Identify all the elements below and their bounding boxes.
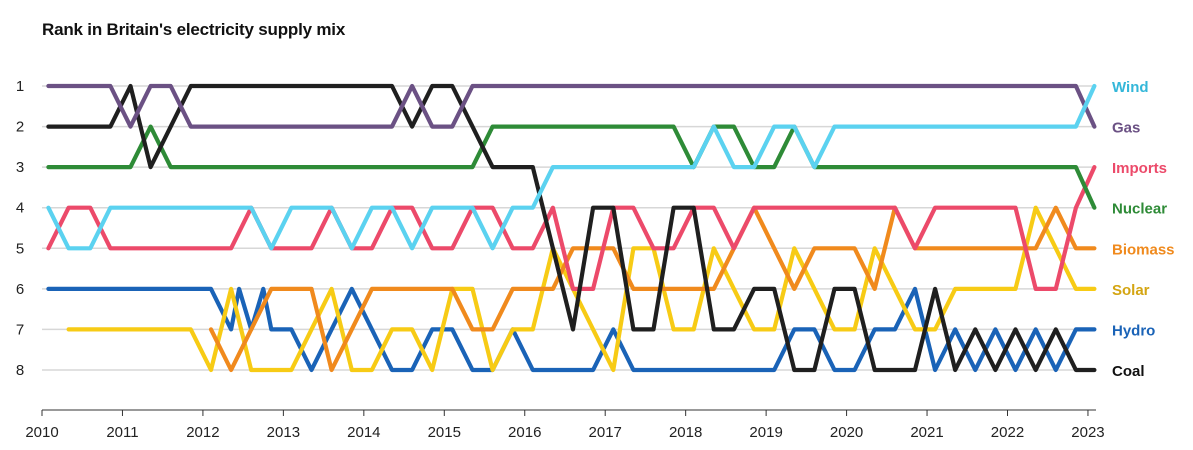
series-line-wind <box>46 83 1097 251</box>
series-line-nuclear <box>46 124 1097 210</box>
y-tick-label-7: 7 <box>16 321 24 338</box>
series-label-solar: Solar <box>1112 282 1150 299</box>
series-label-coal: Coal <box>1112 363 1145 380</box>
series-line-biomass <box>208 205 1097 373</box>
x-tick-label-2013: 2013 <box>267 424 300 441</box>
series-line-imports <box>46 165 1097 291</box>
x-tick-label-2020: 2020 <box>830 424 863 441</box>
series-label-gas: Gas <box>1112 120 1140 137</box>
series-line-hydro <box>46 286 1097 373</box>
series-line-gas <box>46 83 1097 129</box>
x-tick-label-2011: 2011 <box>106 424 138 441</box>
y-tick-label-5: 5 <box>16 240 24 257</box>
x-tick-label-2021: 2021 <box>910 424 943 441</box>
series-label-nuclear: Nuclear <box>1112 201 1167 218</box>
x-tick-label-2018: 2018 <box>669 424 702 441</box>
x-tick-label-2016: 2016 <box>508 424 541 441</box>
y-tick-label-4: 4 <box>16 200 24 217</box>
x-tick-label-2017: 2017 <box>589 424 622 441</box>
series-label-biomass: Biomass <box>1112 241 1175 258</box>
chart-title: Rank in Britain's electricity supply mix <box>42 20 346 39</box>
y-tick-label-1: 1 <box>16 78 24 95</box>
y-tick-label-8: 8 <box>16 362 24 379</box>
series-line-coal <box>46 83 1097 373</box>
x-tick-label-2012: 2012 <box>186 424 219 441</box>
y-tick-label-3: 3 <box>16 159 24 176</box>
y-tick-label-6: 6 <box>16 281 24 298</box>
series-label-imports: Imports <box>1112 160 1167 177</box>
x-tick-label-2023: 2023 <box>1071 424 1104 441</box>
x-tick-label-2019: 2019 <box>749 424 782 441</box>
x-tick-label-2015: 2015 <box>428 424 461 441</box>
y-tick-label-2: 2 <box>16 119 24 136</box>
x-tick-label-2014: 2014 <box>347 424 380 441</box>
x-tick-label-2010: 2010 <box>25 424 58 441</box>
series-label-hydro: Hydro <box>1112 322 1155 339</box>
x-tick-label-2022: 2022 <box>991 424 1024 441</box>
series-label-wind: Wind <box>1112 79 1149 96</box>
